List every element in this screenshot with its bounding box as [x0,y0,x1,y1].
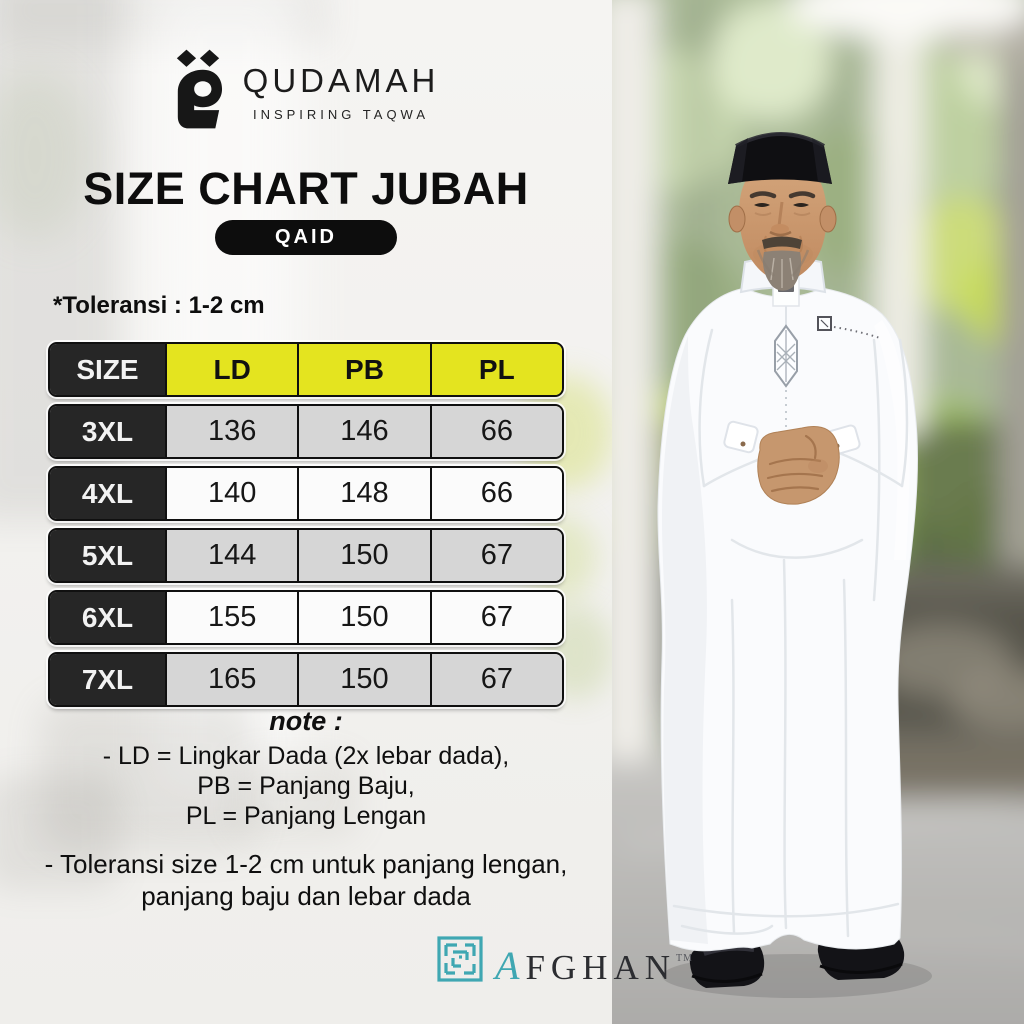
table-header-row: SIZE LD PB PL [48,342,564,397]
table-row: 6XL 155 150 67 [48,590,564,645]
note-line: - LD = Lingkar Dada (2x lebar dada), [102,742,510,770]
mustache [762,236,802,249]
brand-name: QUDAMAH [242,61,440,99]
eyebrows [749,191,816,199]
pb-value: 148 [297,468,430,519]
note-line: PL = Panjang Lengan [185,802,427,830]
size-label: 4XL [50,468,165,519]
model-photo [572,0,1024,1024]
table-row: 7XL 165 150 67 [48,652,564,707]
column-header-size: SIZE [50,344,165,395]
notes-block: note : - LD = Lingkar Dada (2x lebar dad… [0,706,612,831]
ld-value: 136 [165,406,298,457]
tolerance-line-2: panjang baju dan lebar dada [141,881,471,911]
brand-tagline: INSPIRING TAQWA [252,106,430,122]
afghan-logo-icon [437,936,483,987]
page-title: SIZE CHART JUBAH [83,163,529,214]
table-row: 4XL 140 148 66 [48,466,564,521]
table-row: 3XL 136 146 66 [48,404,564,459]
note-line: PB = Panjang Baju, [197,772,415,800]
pl-value: 67 [429,530,562,581]
info-panel: QUDAMAH INSPIRING TAQWA SIZE CHART JUBAH… [0,48,612,912]
tolerance-note-bottom: - Toleransi size 1-2 cm untuk panjang le… [0,848,612,912]
size-label: 6XL [50,592,165,643]
size-chart-table: SIZE LD PB PL 3XL 136 146 66 4XL 140 148… [48,342,564,707]
column-header-pl: PL [429,344,562,395]
afghan-wordmark: AFGHANTM [495,936,693,991]
pl-value: 66 [429,468,562,519]
size-label: 3XL [50,406,165,457]
tolerance-note-top: *Toleransi : 1-2 cm [53,292,265,319]
afghan-logo: AFGHANTM [437,936,693,991]
afghan-initial: A [495,943,526,988]
afghan-rest: FGHAN [525,948,677,987]
pl-value: 66 [429,406,562,457]
pl-value: 67 [429,592,562,643]
trademark-symbol: TM [676,953,694,964]
pl-value: 67 [429,654,562,705]
product-badge: QAID [215,220,397,255]
size-label: 5XL [50,530,165,581]
model-photo-svg [572,0,1024,1024]
eye [754,203,770,207]
ld-value: 165 [165,654,298,705]
eye [793,203,809,207]
qudamah-logo-icon [173,48,223,135]
ear [819,205,837,233]
pb-value: 150 [297,592,430,643]
note-heading: note : [269,706,343,736]
ld-value: 155 [165,592,298,643]
size-label: 7XL [50,654,165,705]
table-row: 5XL 144 150 67 [48,528,564,583]
brand-header: QUDAMAH INSPIRING TAQWA [0,48,612,135]
pb-value: 150 [297,530,430,581]
pb-value: 150 [297,654,430,705]
column-header-pb: PB [297,344,430,395]
ld-value: 140 [165,468,298,519]
tolerance-line-1: - Toleransi size 1-2 cm untuk panjang le… [44,849,568,879]
ear [728,205,746,233]
ld-value: 144 [165,530,298,581]
pb-value: 146 [297,406,430,457]
column-header-ld: LD [165,344,298,395]
face [728,132,837,291]
model-figure [657,132,918,988]
hands [757,426,840,505]
peci-cap [728,132,832,184]
jubah-robe [657,287,918,952]
chest-pocket [817,316,881,339]
embroidery-placket [774,294,798,450]
